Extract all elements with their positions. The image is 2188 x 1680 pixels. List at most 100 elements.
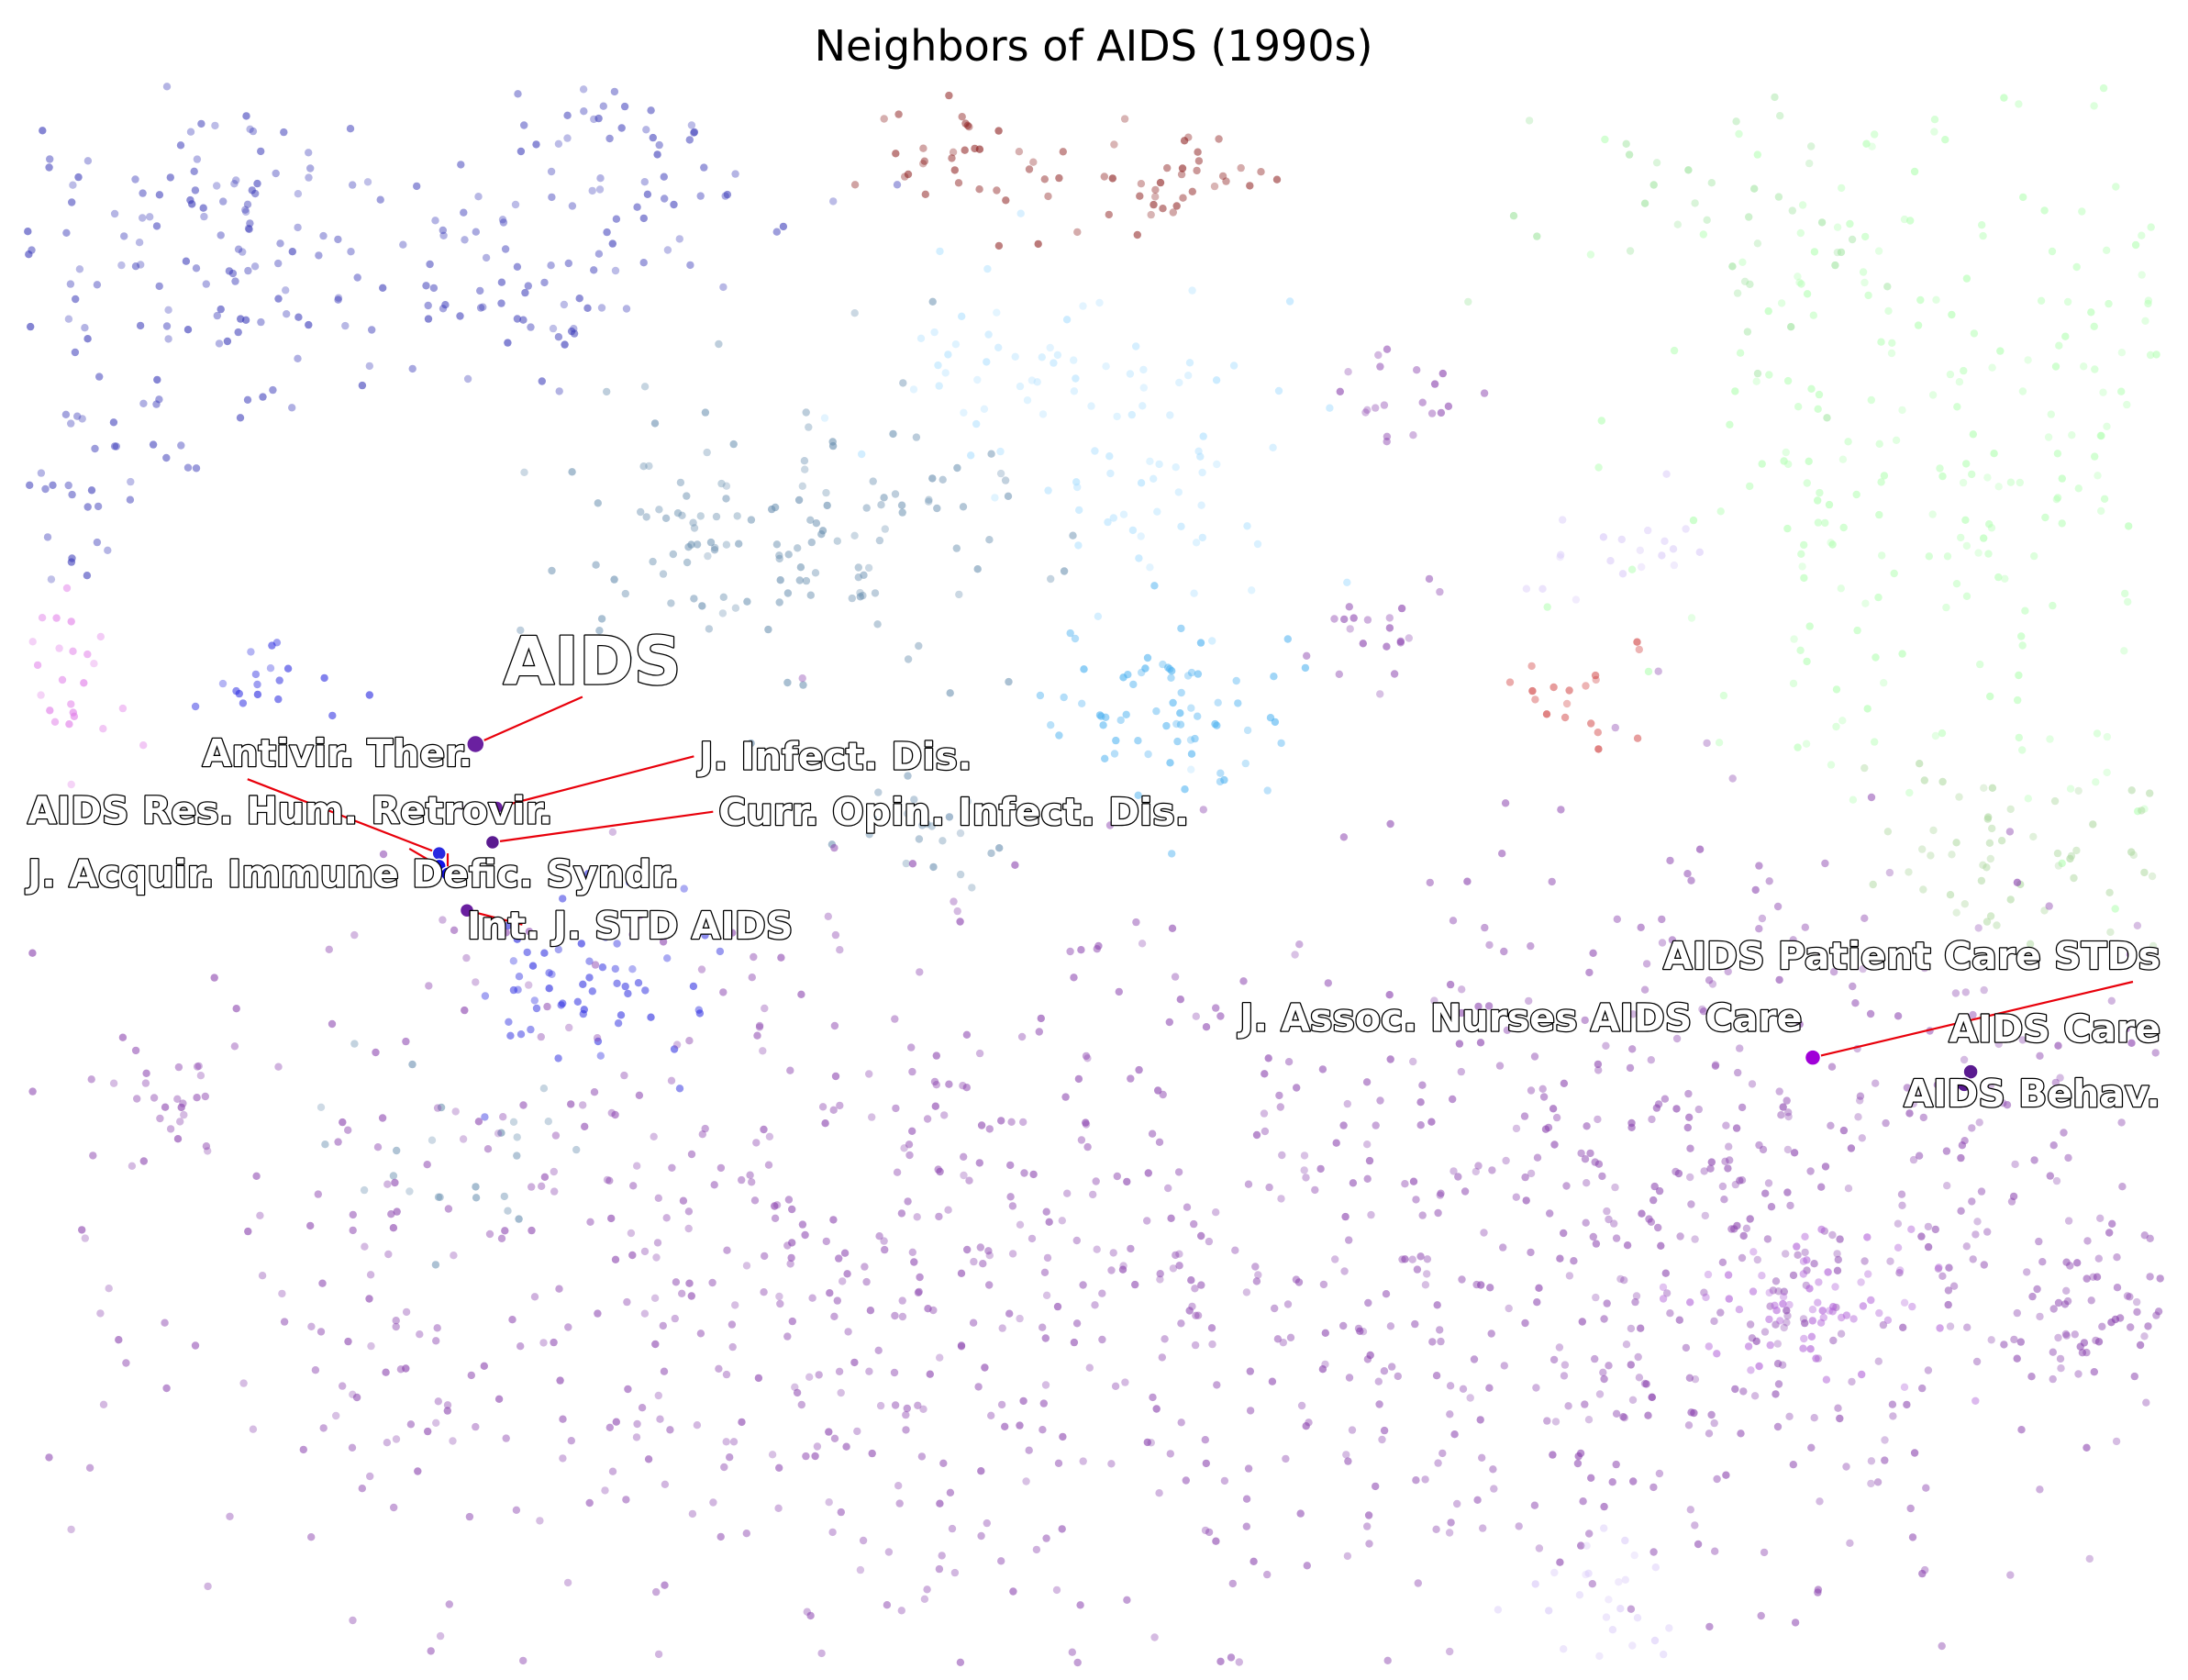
background-point [112, 442, 120, 451]
background-point [1202, 1459, 1211, 1468]
background-point [611, 1110, 619, 1119]
background-point [554, 945, 562, 954]
background-point [1110, 750, 1119, 758]
background-point [1716, 1308, 1725, 1317]
highlight-point-int-j-std-aids[interactable] [459, 902, 475, 918]
background-point [830, 1312, 839, 1321]
background-point [1971, 1230, 1980, 1239]
background-point [874, 788, 883, 796]
background-point [746, 1171, 754, 1179]
background-point [1731, 387, 1739, 395]
background-point [728, 1342, 737, 1352]
background-point [1825, 1307, 1834, 1315]
background-point [950, 1568, 960, 1577]
background-point [997, 1557, 1005, 1565]
background-point [923, 820, 931, 829]
background-point [1176, 996, 1185, 1004]
background-point [1987, 1336, 1995, 1344]
background-point [2118, 1183, 2127, 1191]
background-point [1006, 1161, 1015, 1170]
background-point [71, 348, 80, 357]
highlight-point-j-acquir-immune-defic-syndr[interactable] [439, 866, 456, 882]
highlight-point-aids-patient-care-stds[interactable] [1804, 1049, 1822, 1066]
background-point [474, 1118, 483, 1126]
background-point [1833, 1250, 1841, 1258]
background-point [1599, 533, 1608, 541]
background-point [936, 247, 944, 256]
background-point [775, 598, 783, 606]
background-point [46, 155, 54, 163]
background-point [716, 1532, 725, 1541]
background-point [865, 1367, 873, 1375]
background-point [2001, 574, 2009, 583]
background-point [1127, 1244, 1135, 1253]
background-point [306, 164, 315, 172]
background-point [1647, 1056, 1656, 1064]
background-point [831, 930, 840, 940]
background-point [1871, 653, 1880, 662]
background-point [1007, 1118, 1016, 1127]
background-point [1817, 1225, 1826, 1234]
background-point [1340, 615, 1349, 624]
background-point [898, 508, 906, 517]
background-point [223, 337, 232, 346]
background-point [1833, 223, 1842, 231]
background-point [1735, 129, 1743, 139]
background-point [2046, 735, 2054, 743]
background-point [1374, 1377, 1383, 1385]
background-point [1343, 1099, 1352, 1108]
background-point [1980, 1261, 1988, 1269]
background-point [1079, 302, 1087, 310]
background-point [494, 1129, 503, 1138]
highlight-point-aids[interactable] [466, 734, 485, 754]
background-point [610, 87, 619, 96]
background-point [1907, 1225, 1916, 1234]
background-point [2040, 907, 2049, 915]
highlight-point-aids-behav[interactable] [1956, 1076, 1972, 1093]
background-point [1922, 1484, 1930, 1492]
background-point [61, 410, 71, 418]
background-point [360, 1185, 369, 1195]
background-point [1760, 1548, 1769, 1557]
background-point [1827, 761, 1836, 769]
background-point [162, 453, 171, 462]
background-point [935, 1564, 944, 1574]
background-point [244, 1227, 252, 1236]
background-point [802, 576, 811, 585]
background-point [274, 1063, 283, 1071]
background-point [52, 614, 61, 622]
background-point [1194, 447, 1203, 455]
background-point [2126, 951, 2135, 959]
background-point [603, 387, 611, 396]
background-point [1837, 584, 1846, 593]
background-point [1601, 135, 1609, 144]
highlight-point-aids-care[interactable] [1962, 1063, 1979, 1080]
background-point [211, 121, 219, 130]
background-point [953, 907, 961, 916]
background-point [1386, 1055, 1394, 1063]
background-point [596, 174, 605, 183]
background-point [898, 1296, 906, 1305]
background-point [1331, 1255, 1339, 1263]
background-point [2017, 632, 2026, 640]
background-point [2049, 1348, 2057, 1356]
background-point [1293, 1084, 1301, 1092]
background-point [1153, 507, 1161, 516]
highlight-point-curr-opin-infect-dis[interactable] [484, 834, 501, 851]
background-point [1131, 1280, 1139, 1289]
background-point [243, 200, 252, 208]
background-point [1895, 1269, 1904, 1277]
background-point [1871, 738, 1879, 746]
background-point [250, 262, 260, 271]
background-point [1654, 1223, 1662, 1232]
background-point [1957, 1207, 1965, 1216]
background-point [1946, 370, 1955, 379]
background-point [1546, 1209, 1554, 1218]
background-point [1588, 1580, 1597, 1588]
background-point [2138, 807, 2146, 815]
background-point [1952, 580, 1961, 588]
background-point [1449, 917, 1458, 925]
highlight-point-j-infect-dis[interactable] [489, 800, 505, 815]
background-point [1684, 166, 1693, 174]
background-point [2098, 1322, 2106, 1331]
